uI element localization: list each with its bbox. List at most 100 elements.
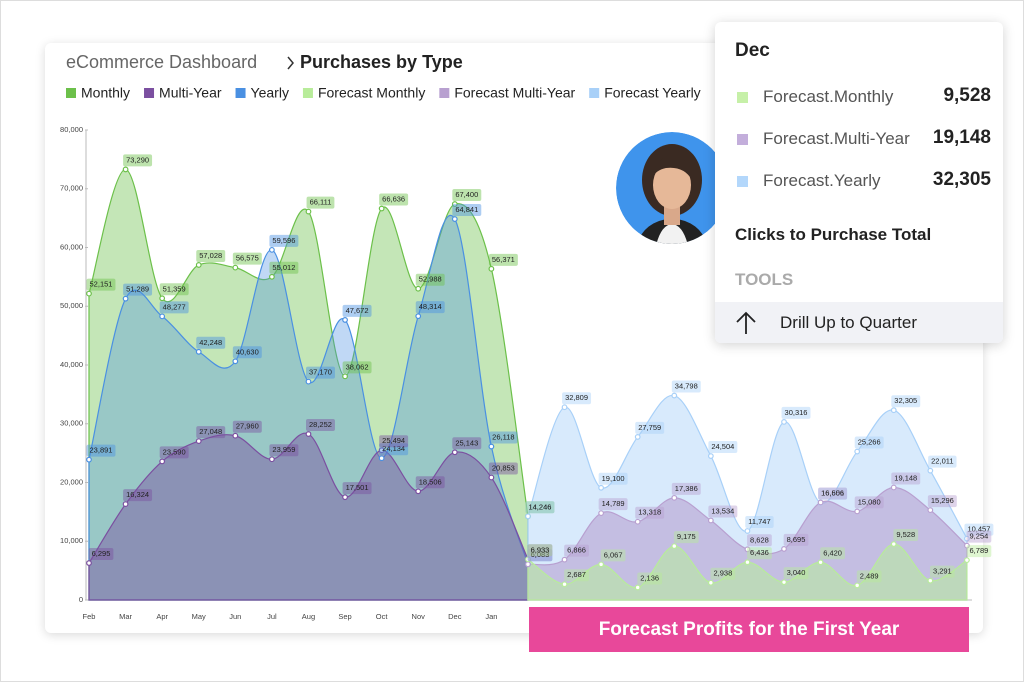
data-label-bg	[269, 444, 299, 457]
menu-item[interactable]: Drill Up to Quarter	[715, 302, 1003, 343]
data-point	[305, 431, 312, 437]
data-label-bg	[159, 301, 189, 314]
data-label-bg	[196, 426, 226, 439]
data-label-bg	[232, 346, 262, 359]
data-label-bg	[710, 567, 736, 580]
data-label-bg	[598, 498, 628, 511]
data-point	[598, 484, 605, 491]
swatch	[737, 134, 748, 145]
data-label-bg	[269, 261, 299, 274]
data-point	[525, 561, 531, 568]
legend-label: Multi-Year	[159, 85, 222, 101]
y-tick-label: 80,000	[60, 125, 83, 134]
data-label: 6,789	[970, 546, 989, 555]
data-point	[817, 559, 824, 566]
data-point	[342, 373, 348, 380]
data-point	[927, 577, 934, 584]
x-tick-label: Jan	[485, 612, 497, 621]
data-point	[525, 556, 531, 563]
data-point	[305, 208, 312, 215]
data-point	[561, 581, 568, 588]
data-label: 26,118	[492, 433, 514, 442]
data-point	[86, 290, 92, 297]
data-point	[378, 447, 385, 454]
data-label-bg	[747, 534, 772, 547]
data-label: 32,809	[565, 393, 588, 402]
breadcrumb-parent[interactable]: eCommerce Dashboard	[66, 52, 257, 72]
data-label: 6,866	[567, 546, 586, 555]
data-point	[232, 358, 239, 365]
row-value: 9,528	[943, 85, 991, 106]
legend-swatch	[66, 88, 76, 98]
data-label: 27,048	[199, 427, 222, 436]
data-label: 19,100	[602, 474, 625, 483]
data-label-bg	[123, 154, 153, 167]
data-label-bg	[708, 505, 738, 518]
y-tick-label: 40,000	[60, 360, 83, 369]
data-label: 2,136	[640, 573, 659, 582]
data-point	[634, 518, 641, 525]
data-point	[86, 560, 92, 566]
data-label-bg	[783, 567, 809, 580]
data-label-bg	[562, 392, 592, 405]
data-label-bg	[598, 472, 628, 485]
up-arrow-icon	[736, 311, 756, 334]
swatch	[737, 176, 748, 187]
data-point	[305, 378, 312, 385]
data-label: 6,420	[823, 548, 842, 557]
forecast-banner[interactable]: Forecast Profits for the First Year	[529, 607, 969, 652]
data-label-bg	[673, 531, 699, 544]
row-name: Forecast.Multi-Year	[763, 129, 910, 148]
data-label: 40,630	[236, 347, 259, 356]
data-label: 25,266	[858, 438, 881, 447]
section-label: TOOLS	[735, 270, 794, 289]
data-point	[342, 317, 348, 323]
x-tick-label: Mar	[119, 612, 132, 621]
data-point	[598, 561, 605, 568]
series-area	[88, 215, 529, 601]
x-tick-label: Nov	[412, 612, 426, 621]
data-label: 25,494	[382, 436, 405, 445]
action-link[interactable]: Clicks to Purchase Total	[735, 225, 932, 244]
data-label-bg	[783, 533, 809, 546]
data-label-bg	[637, 572, 663, 585]
legend-swatch	[235, 88, 246, 98]
data-label: 15,296	[931, 496, 954, 505]
data-point	[269, 456, 275, 463]
data-label-bg	[966, 545, 992, 558]
data-point	[195, 348, 202, 355]
x-tick-label: Aug	[302, 612, 315, 621]
data-label: 38,062	[346, 362, 369, 371]
data-label-bg	[342, 361, 372, 374]
data-label-bg	[525, 501, 555, 514]
data-label: 56,371	[492, 255, 515, 264]
data-label-bg	[452, 189, 482, 202]
legend-swatch	[589, 88, 600, 98]
data-label: 14,246	[528, 502, 551, 511]
data-label: 52,151	[90, 280, 113, 289]
data-label: 56,575	[236, 254, 259, 263]
legend-label: Yearly	[251, 85, 289, 101]
tooltip-title: Dec	[735, 40, 770, 61]
data-point	[122, 166, 129, 173]
data-label: 6,083	[531, 550, 550, 559]
data-label: 10,457	[967, 525, 990, 534]
y-tick-label: 30,000	[60, 419, 83, 428]
data-label: 34,798	[675, 382, 698, 391]
y-tick-label: 20,000	[60, 477, 83, 486]
data-point	[854, 508, 861, 515]
row-value: 19,148	[932, 127, 991, 148]
y-tick-label: 10,000	[60, 536, 83, 545]
data-label-bg	[856, 570, 882, 583]
data-label: 52,988	[419, 275, 442, 284]
data-point	[488, 265, 495, 272]
x-tick-label: Jul	[267, 612, 277, 621]
data-label-bg	[415, 273, 445, 286]
data-label: 22,011	[931, 457, 953, 466]
data-label-bg	[818, 487, 848, 500]
legend-swatch	[439, 88, 450, 98]
data-point	[817, 499, 824, 506]
data-label-bg	[525, 501, 555, 514]
data-label-bg	[818, 487, 848, 500]
data-label: 23,590	[163, 447, 186, 456]
